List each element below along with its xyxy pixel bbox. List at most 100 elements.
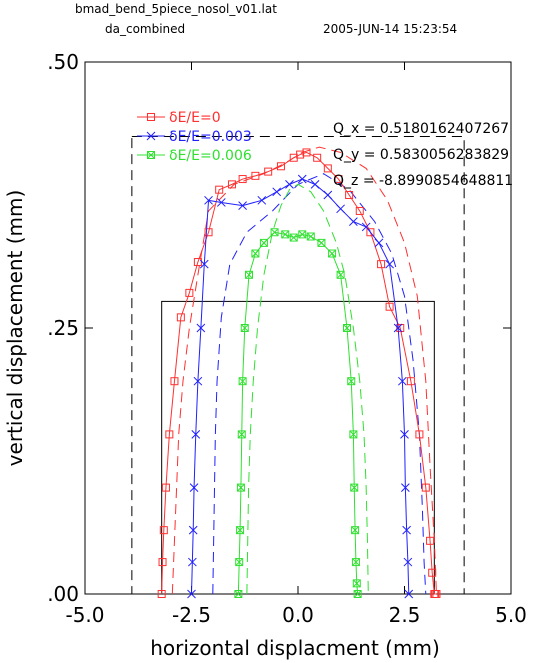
data-point xyxy=(342,324,351,332)
data-point xyxy=(236,483,245,492)
data-point xyxy=(215,185,224,194)
data-point xyxy=(313,153,322,162)
data-point xyxy=(352,579,361,588)
data-point xyxy=(240,324,249,332)
data-point xyxy=(188,525,198,535)
data-point xyxy=(400,483,410,492)
tune-values: Q_x = 0.5180162407267 Q_y = 0.58300562838… xyxy=(333,121,513,189)
data-point xyxy=(245,270,254,279)
series-line xyxy=(237,231,359,595)
data-point xyxy=(204,195,213,205)
data-point xyxy=(216,198,226,207)
data-point xyxy=(349,217,358,226)
data-point xyxy=(227,180,236,189)
data-point xyxy=(334,175,343,184)
data-point xyxy=(323,190,333,200)
data-point xyxy=(377,260,386,269)
header-date: 2005-JUN-14 15:23:54 xyxy=(323,22,458,36)
data-point xyxy=(193,258,202,267)
data-point xyxy=(404,589,414,599)
data-point xyxy=(366,228,375,237)
tune-text: Q_y = 0.5830056283829 xyxy=(333,147,509,163)
data-point xyxy=(238,175,247,184)
data-point xyxy=(406,377,415,386)
legend-entry: δE/E=0 xyxy=(137,110,221,126)
data-point xyxy=(170,377,179,386)
data-point xyxy=(157,590,166,598)
data-point xyxy=(296,150,305,159)
legend-entry: δE/E=0.003 xyxy=(137,129,252,145)
data-point xyxy=(189,483,199,492)
data-point xyxy=(191,430,201,439)
solid-aperture-box xyxy=(161,300,435,595)
x-tick-label: 5.0 xyxy=(495,603,527,627)
plot-frame xyxy=(84,61,512,595)
data-point xyxy=(306,232,315,241)
legend-label: δE/E=0 xyxy=(169,110,221,126)
data-point xyxy=(276,162,285,171)
data-point xyxy=(336,270,345,279)
x-tick-label: -5.0 xyxy=(65,603,104,627)
header-subtitle: da_combined xyxy=(105,22,186,36)
data-point xyxy=(147,113,155,121)
data-point xyxy=(238,377,247,386)
dashed-aperture-box xyxy=(131,135,465,595)
data-point xyxy=(403,557,413,567)
data-point xyxy=(297,174,307,184)
data-point xyxy=(302,148,311,157)
data-point xyxy=(234,590,243,598)
data-point xyxy=(238,201,247,210)
dashed-curve xyxy=(171,146,437,595)
data-point xyxy=(400,430,409,439)
legend-entry: δE/E=0.006 xyxy=(137,148,252,164)
series-1 xyxy=(187,174,414,599)
data-point xyxy=(349,430,358,439)
data-point xyxy=(193,376,203,386)
data-point xyxy=(185,288,194,297)
data-point xyxy=(398,376,407,386)
data-point xyxy=(396,324,405,332)
data-point xyxy=(165,430,174,439)
legend-label: δE/E=0.003 xyxy=(169,129,252,145)
series-line xyxy=(191,178,410,595)
dashed-curves xyxy=(171,146,437,595)
data-point xyxy=(285,180,294,189)
y-axis-label: vertical displacement (mm) xyxy=(3,190,27,467)
data-point xyxy=(259,238,268,247)
data-point xyxy=(355,206,364,215)
data-point xyxy=(361,222,371,232)
data-point xyxy=(187,589,196,599)
data-point xyxy=(236,526,245,535)
data-point xyxy=(347,377,356,386)
data-point xyxy=(393,323,403,333)
data-point xyxy=(351,526,360,535)
data-point xyxy=(270,228,279,237)
data-point xyxy=(432,590,441,598)
data-point xyxy=(336,204,345,214)
data-point xyxy=(251,171,260,180)
legend-label: δE/E=0.006 xyxy=(169,148,252,164)
data-point xyxy=(426,536,435,545)
dashed-curve xyxy=(212,173,427,595)
data-point xyxy=(264,167,273,176)
data-point xyxy=(281,230,290,239)
data-point xyxy=(147,151,155,159)
x-tick-label: 0.0 xyxy=(282,603,314,627)
data-point xyxy=(415,430,424,439)
y-tick-label: .00 xyxy=(47,582,79,606)
data-point xyxy=(351,558,360,567)
data-point xyxy=(187,557,197,567)
y-tick-label: .25 xyxy=(47,316,79,340)
series-2 xyxy=(234,228,362,598)
data-point xyxy=(385,259,394,269)
data-point xyxy=(289,233,298,242)
header-filename: bmad_bend_5piece_nosol_v01.lat xyxy=(75,2,277,16)
series-0 xyxy=(157,148,441,598)
tune-text: Q_z = -8.8990854648811 xyxy=(333,173,513,189)
dashed-curve xyxy=(246,183,369,595)
data-series xyxy=(157,148,441,599)
legend: δE/E=0 δE/E=0.003 δE/E=0.006 xyxy=(137,110,252,164)
x-tick-label: -2.5 xyxy=(172,603,211,627)
data-point xyxy=(196,323,206,333)
